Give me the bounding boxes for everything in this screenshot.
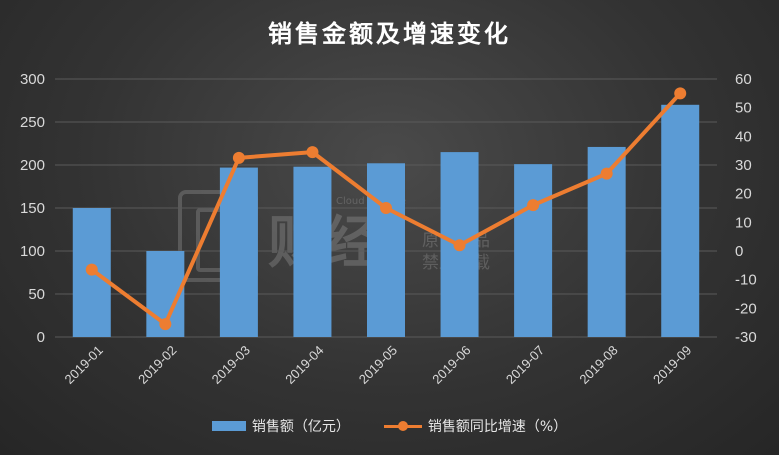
line-point	[159, 318, 172, 331]
legend-item-line: 销售额同比增速（%）	[383, 416, 568, 436]
legend-line-label: 销售额同比增速（%）	[427, 419, 568, 435]
y-right-tick-label: -10	[735, 272, 757, 289]
x-tick-label: 2019-01	[62, 343, 106, 387]
bar	[514, 164, 553, 337]
y-right-tick-label: 40	[735, 128, 752, 145]
y-left-tick-label: 100	[20, 243, 45, 260]
y-left-tick-label: 50	[28, 286, 45, 303]
y-left-tick-label: 300	[20, 71, 45, 88]
line-point	[232, 151, 245, 164]
y-left-tick-label: 200	[20, 157, 45, 174]
line-point	[527, 199, 540, 212]
y-right-tick-label: -30	[735, 329, 757, 346]
x-tick-label: 2019-08	[576, 343, 620, 387]
y-right-tick-label: -20	[735, 300, 757, 317]
legend-bar-label: 销售额（亿元）	[251, 419, 350, 435]
legend-item-bar: 销售额（亿元）	[211, 416, 350, 436]
x-tick-label: 2019-05	[356, 343, 400, 387]
legend-line-swatch	[383, 420, 422, 432]
x-tick-label: 2019-02	[135, 343, 179, 387]
y-left-tick-label: 0	[37, 329, 45, 346]
x-tick-label: 2019-07	[503, 343, 547, 387]
x-tick-label: 2019-09	[650, 343, 694, 387]
bar	[367, 163, 405, 337]
x-tick-label: 2019-03	[209, 343, 253, 387]
line-point	[674, 87, 687, 100]
y-right-tick-label: 50	[735, 100, 752, 117]
line-point	[453, 239, 466, 252]
line-point	[306, 146, 319, 159]
y-right-tick-label: 60	[735, 71, 752, 88]
y-right-tick-label: 0	[735, 243, 743, 260]
line-point	[85, 263, 98, 276]
y-left-tick-label: 250	[20, 114, 45, 131]
chart-legend: 销售额（亿元） 销售额同比增速（%）	[0, 416, 779, 436]
x-tick-label: 2019-06	[429, 343, 473, 387]
y-right-tick-label: 10	[735, 214, 752, 231]
line-point	[600, 167, 613, 180]
y-right-tick-label: 30	[735, 157, 752, 174]
bar	[661, 104, 700, 337]
bar	[293, 166, 332, 337]
legend-bar-swatch	[211, 421, 246, 431]
x-tick-label: 2019-04	[282, 343, 326, 387]
bar	[219, 167, 258, 337]
chart-title: 销售金额及增速变化	[268, 20, 511, 48]
y-right-tick-label: 20	[735, 186, 752, 203]
y-left-tick-label: 150	[20, 200, 45, 217]
line-point	[380, 202, 392, 214]
